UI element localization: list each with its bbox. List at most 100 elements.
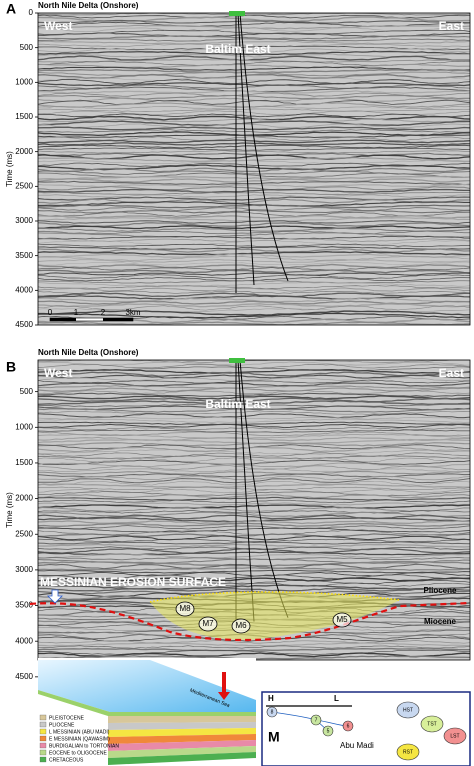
reflector <box>38 261 470 266</box>
reflector <box>38 152 470 157</box>
reflector <box>38 470 470 475</box>
reflector <box>38 191 470 196</box>
east-label: East <box>439 19 464 33</box>
reflector <box>38 303 470 308</box>
reflector <box>38 243 470 247</box>
reflector <box>38 408 470 413</box>
panel-title: North Nile Delta (Onshore) <box>38 348 139 357</box>
legend-swatch <box>39 742 47 749</box>
reflector <box>38 295 470 300</box>
reflector <box>38 272 470 276</box>
y-tick-label: 2000 <box>15 147 33 156</box>
reflector <box>38 647 470 652</box>
reflector <box>38 170 470 175</box>
reflector <box>38 392 470 397</box>
marker-circle <box>332 612 352 628</box>
legend-swatch <box>39 735 47 742</box>
reflector <box>38 577 470 582</box>
reflector <box>38 66 470 71</box>
reflector <box>38 71 470 77</box>
y-tick-label: 1000 <box>15 422 33 431</box>
scale-bar-seg <box>103 318 133 321</box>
reflector <box>38 360 470 363</box>
reflector <box>38 462 470 468</box>
reflector <box>38 504 470 509</box>
reflector <box>38 142 470 146</box>
y-axis-label: Time (ms) <box>5 151 14 187</box>
legend-label: E MESSINIAN (QAWASIM) <box>49 736 110 742</box>
reflector <box>38 423 470 429</box>
tract <box>420 715 444 733</box>
reflector <box>38 431 470 437</box>
reflector <box>38 248 470 253</box>
seq-high: H <box>268 694 274 703</box>
legend-label: L MESSINIAN (ABU MADI) <box>49 729 110 735</box>
reflector <box>38 120 470 126</box>
reflector <box>38 525 470 530</box>
reflector <box>38 102 470 108</box>
reflector <box>38 178 470 183</box>
sky <box>38 660 256 712</box>
east-label: East <box>439 366 464 380</box>
reflector <box>38 377 470 382</box>
reflector <box>38 35 470 40</box>
reflector <box>38 227 470 232</box>
marker-label: M7 <box>202 619 214 628</box>
reflector <box>38 584 470 590</box>
panel-label: A <box>6 1 16 17</box>
block-top <box>38 690 256 716</box>
y-tick-label: 4000 <box>15 285 33 294</box>
legend-swatch <box>39 714 47 721</box>
reflector <box>38 312 470 319</box>
reflector <box>38 468 470 473</box>
reflector <box>38 455 470 460</box>
reflector <box>38 99 470 105</box>
panel-frame <box>37 12 471 326</box>
surface-label: MESSINIAN EROSION SURFACE <box>40 575 226 589</box>
seq-point <box>322 725 334 737</box>
reflector <box>38 429 470 433</box>
reflector <box>38 267 470 271</box>
reflector <box>38 43 470 47</box>
reflector <box>38 214 470 219</box>
marker-label: M5 <box>336 615 348 624</box>
marker-circle <box>198 616 218 632</box>
reflector <box>38 40 470 45</box>
reflector <box>38 185 470 191</box>
block-layer <box>108 734 256 744</box>
y-tick-label: 3500 <box>15 601 33 610</box>
reflector <box>38 251 470 256</box>
reflector <box>38 418 470 424</box>
block-layer <box>108 746 256 758</box>
reflector <box>38 55 470 62</box>
reflector <box>38 58 470 63</box>
scale-bar-label: 0 <box>48 308 53 317</box>
tract <box>396 701 420 719</box>
reflector <box>38 640 470 644</box>
reflector <box>38 162 470 167</box>
reflector <box>38 473 470 478</box>
reflector <box>38 416 470 420</box>
tract <box>443 727 467 745</box>
reflector <box>38 292 470 298</box>
reflector <box>38 380 470 384</box>
tract-label: TST <box>427 721 436 727</box>
y-tick-label: 500 <box>20 43 34 52</box>
seq-point-label: 8 <box>271 709 274 715</box>
reflector <box>38 483 470 488</box>
reflector <box>38 13 470 16</box>
reflector <box>38 50 470 56</box>
well-head <box>229 358 245 363</box>
reflector <box>38 230 470 235</box>
reflector <box>38 569 470 574</box>
y-tick-label: 3500 <box>15 251 33 260</box>
west-label: West <box>44 19 72 33</box>
reflector <box>38 126 470 131</box>
well-label: Baltim East <box>205 397 270 411</box>
reflector <box>38 411 470 415</box>
reflector <box>38 395 470 400</box>
marker-label: M8 <box>179 604 191 613</box>
block-layer <box>108 752 256 765</box>
reflector <box>38 204 470 209</box>
seq-point-label: 6 <box>347 723 350 729</box>
